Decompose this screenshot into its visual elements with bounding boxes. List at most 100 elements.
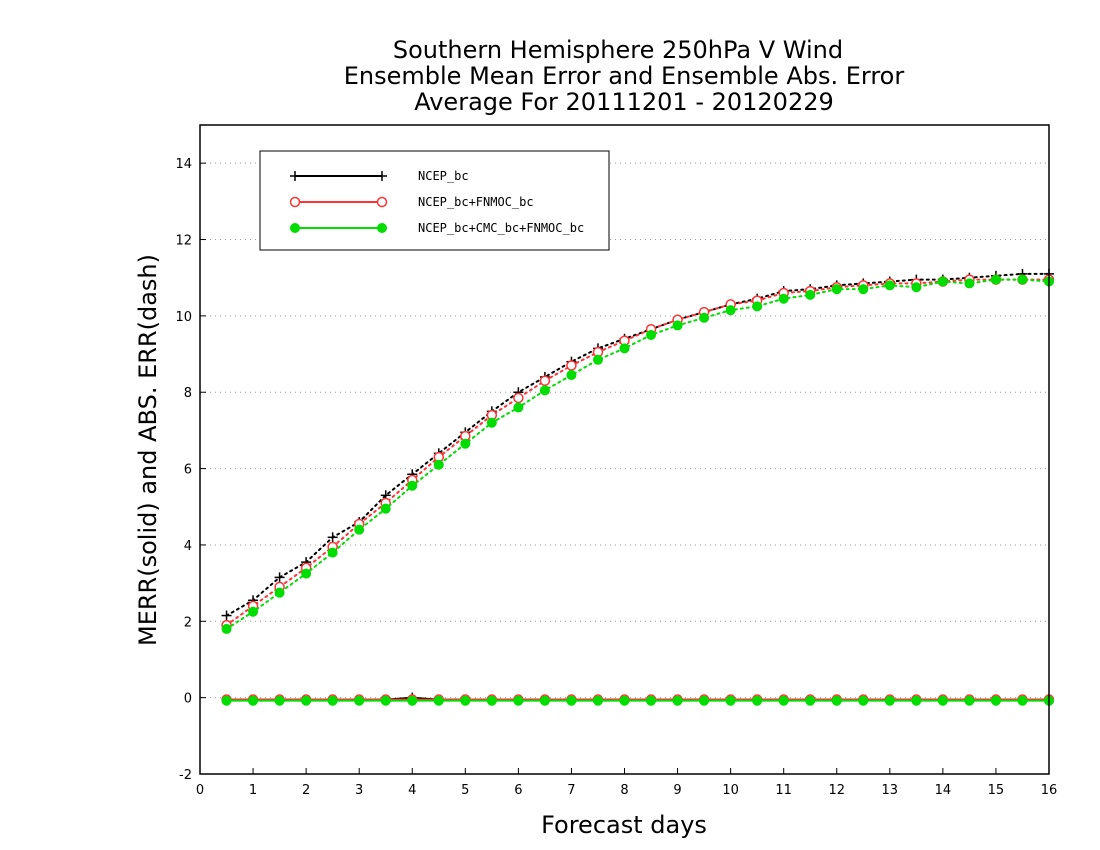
x-tick-label: 9 (673, 783, 681, 798)
mean-err-point (831, 695, 842, 706)
abs-err-point (619, 343, 630, 354)
x-tick-label: 3 (355, 783, 363, 798)
abs-err-point (990, 274, 1001, 285)
mean-err-point (858, 695, 869, 706)
mean-err-point (699, 695, 710, 706)
x-tick-label: 15 (988, 783, 1005, 798)
abs-err-point (380, 503, 391, 514)
abs-err-point (407, 480, 418, 491)
abs-err-point (725, 305, 736, 316)
legend-marker (376, 196, 388, 208)
abs-err-point (354, 524, 365, 535)
abs-err-point (646, 329, 657, 340)
y-tick-label: 2 (184, 615, 192, 630)
abs-err-point (884, 280, 895, 291)
y-tick-label: 8 (184, 386, 192, 401)
abs-err-point (221, 623, 232, 634)
legend-marker (290, 223, 300, 233)
mean-err-point (301, 695, 312, 706)
mean-err-point (248, 695, 259, 706)
y-tick-label: 6 (184, 463, 192, 478)
mean-err-point (884, 695, 895, 706)
legend-marker (377, 223, 387, 233)
abs-err-point (752, 301, 763, 312)
x-tick-label: 2 (302, 783, 310, 798)
abs-err-point (964, 278, 975, 289)
series-2 (221, 274, 1054, 706)
mean-err-point (221, 695, 232, 706)
mean-err-point (646, 695, 657, 706)
y-tick-label: 10 (175, 310, 192, 325)
mean-err-point (513, 695, 524, 706)
mean-err-point (354, 695, 365, 706)
legend-entry-2: NCEP_bc+CMC_bc+FNMOC_bc (290, 221, 584, 235)
chart-title-line-3: Average For 20111201 - 20120229 (414, 88, 834, 116)
abs-err-point (672, 320, 683, 331)
abs-err-point (486, 417, 497, 428)
mean-err-point (911, 695, 922, 706)
mean-err-point (619, 695, 630, 706)
y-axis-title: MERR(solid) and ABS. ERR(dash) (134, 254, 162, 646)
abs-err-point (911, 282, 922, 293)
legend: NCEP_bc NCEP_bc+FNMOC_bc NCEP_bc+CMC_bc+FN… (259, 150, 610, 251)
abs-err-point (513, 392, 524, 404)
legend-label: NCEP_bc+CMC_bc+FNMOC_bc (418, 221, 584, 235)
x-tick-label: 1 (249, 783, 257, 798)
x-tick-label: 7 (567, 783, 575, 798)
y-tick-label: 0 (184, 692, 192, 707)
abs-err-point (592, 354, 603, 365)
legend-marker (377, 171, 387, 181)
abs-err-point (327, 532, 338, 543)
mean-err-point (752, 695, 763, 706)
abs-err-point (433, 459, 444, 470)
abs-err-point (1017, 274, 1028, 285)
mean-err-point (937, 695, 948, 706)
abs-err-point (327, 547, 338, 558)
legend-label: NCEP_bc (418, 169, 469, 183)
mean-err-point (672, 695, 683, 706)
mean-err-point (566, 695, 577, 706)
chart-title-line-2: Ensemble Mean Error and Ensemble Abs. Er… (344, 62, 905, 90)
mean-err-point (433, 695, 444, 706)
legend-marker (289, 196, 301, 208)
abs-err-point (539, 375, 551, 387)
x-tick-label: 6 (514, 783, 522, 798)
abs-err-point (539, 385, 550, 396)
mean-err-point (778, 695, 789, 706)
y-tick-label: 4 (184, 539, 192, 554)
series-1 (221, 274, 1055, 705)
x-tick-label: 0 (196, 783, 204, 798)
abs-err-point (566, 370, 577, 381)
abs-err-line (225, 278, 1050, 630)
abs-err-point (221, 610, 232, 621)
mean-err-point (380, 695, 391, 706)
legend-entry-1: NCEP_bc+FNMOC_bc (289, 195, 534, 209)
abs-err-point (937, 276, 948, 287)
legend-label: NCEP_bc+FNMOC_bc (418, 195, 534, 209)
x-tick-label: 8 (620, 783, 628, 798)
mean-err-point (274, 695, 285, 706)
series-group (221, 268, 1055, 706)
x-tick-label: 5 (461, 783, 469, 798)
mean-err-point (407, 695, 418, 706)
abs-err-point (805, 289, 816, 300)
abs-err-line (225, 272, 1050, 617)
abs-err-point (831, 284, 842, 295)
x-tick-label: 10 (722, 783, 739, 798)
chart-title-line-1: Southern Hemisphere 250hPa V Wind (393, 36, 843, 64)
x-tick-label: 16 (1041, 783, 1058, 798)
y-tick-label: 14 (175, 157, 192, 172)
mean-err-point (990, 695, 1001, 706)
x-axis-title: Forecast days (541, 811, 707, 839)
legend-entry-0: NCEP_bc (290, 169, 469, 183)
mean-err-point (592, 695, 603, 706)
mean-err-point (964, 695, 975, 706)
mean-err-point (486, 695, 497, 706)
abs-err-point (699, 312, 710, 323)
abs-err-line (225, 278, 1050, 627)
chart-title: Southern Hemisphere 250hPa V Wind Ensemb… (344, 36, 905, 116)
mean-err-point (725, 695, 736, 706)
legend-box (259, 150, 610, 251)
